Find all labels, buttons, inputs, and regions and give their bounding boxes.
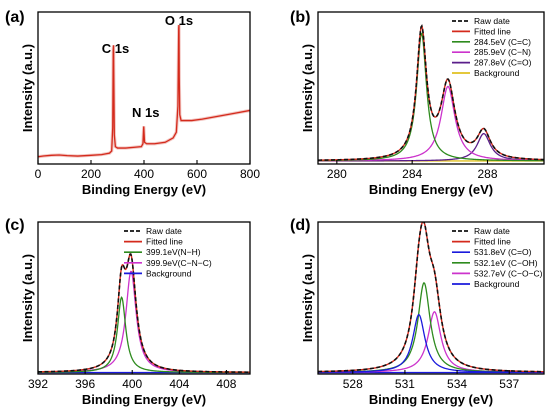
legend-label: Background	[474, 68, 520, 78]
x-axis-title: Binding Energy (eV)	[82, 182, 206, 197]
legend-label: Raw date	[474, 16, 510, 26]
x-axis-title: Binding Energy (eV)	[369, 182, 493, 197]
x-axis-title: Binding Energy (eV)	[82, 392, 206, 407]
legend-label: 532.1eV (C−OH)	[474, 258, 538, 268]
legend-label: Fitted line	[474, 26, 511, 36]
legend-label: 287.8eV (C=O)	[474, 58, 532, 68]
legend-label: Fitted line	[474, 237, 511, 247]
legend-label: 284.5eV (C=C)	[474, 37, 531, 47]
y-axis-title: Intensity (a.u.)	[20, 44, 35, 132]
plot-frame	[37, 221, 251, 375]
legend-label: Background	[474, 279, 520, 289]
legend-label: 285.9eV (C−N)	[474, 47, 531, 57]
peak-annotation: O 1s	[165, 13, 193, 28]
series-group	[38, 24, 250, 159]
panel-label: (a)	[5, 9, 25, 26]
legend-label: Raw date	[146, 226, 182, 236]
x-tick-label: 528	[343, 377, 363, 391]
legend-label: Background	[146, 268, 192, 278]
x-tick-label: 288	[477, 167, 497, 181]
series-line-3	[318, 281, 544, 373]
legend-label: Raw date	[474, 226, 510, 236]
series-line-0	[38, 24, 250, 158]
x-tick-label: 280	[327, 167, 347, 181]
x-tick-label: 600	[187, 167, 207, 181]
x-tick-label: 392	[28, 377, 48, 391]
x-tick-label: 537	[499, 377, 519, 391]
chart-panel-a: (a) 0 200 400 600 800 Binding Energy (eV) Inten…	[5, 9, 260, 197]
x-tick-label: 200	[81, 167, 101, 181]
series-line-3	[38, 270, 250, 373]
peak-annotation: N 1s	[132, 105, 159, 120]
series-line-2	[38, 296, 250, 374]
peak-annotation: C 1s	[102, 41, 129, 56]
series-line-2	[318, 32, 544, 162]
x-tick-label: 396	[75, 377, 95, 391]
legend-label: 399.1eV(N−H)	[146, 247, 201, 257]
y-axis-title: Intensity (a.u.)	[300, 44, 315, 132]
series-line-0	[38, 253, 250, 373]
y-axis-title: Intensity (a.u.)	[300, 254, 315, 342]
panel-label: (b)	[290, 9, 310, 26]
panel-label: (c)	[5, 217, 25, 234]
legend-label: 399.9eV(C−N−C)	[146, 258, 212, 268]
x-tick-label: 408	[216, 377, 236, 391]
legend-label: 532.7eV (C−O−C)	[474, 268, 543, 278]
legend-label: 531.8eV (C=O)	[474, 247, 532, 257]
y-axis-title: Intensity (a.u.)	[20, 254, 35, 342]
x-tick-label: 400	[122, 377, 142, 391]
x-tick-label: 404	[169, 377, 189, 391]
x-tick-label: 0	[35, 167, 42, 181]
x-tick-label: 284	[402, 167, 422, 181]
series-group	[38, 253, 250, 374]
series-group	[318, 24, 544, 162]
plot-frame	[317, 221, 545, 375]
plot-frame	[317, 11, 545, 165]
series-group	[318, 222, 544, 374]
x-axis-title: Binding Energy (eV)	[369, 392, 493, 407]
x-tick-label: 534	[447, 377, 467, 391]
series-line-0	[318, 24, 544, 161]
x-tick-label: 531	[395, 377, 415, 391]
x-tick-label: 400	[134, 167, 154, 181]
chart-panel-c: (c) 392 396 400 404 408 Binding Energy (eV) Int…	[5, 217, 251, 407]
panel-label: (d)	[290, 217, 310, 234]
series-line-2	[318, 313, 544, 373]
chart-panel-d: (d) 528 531 534 537 Binding Energy (eV) Intens…	[290, 217, 545, 407]
series-line-0	[318, 222, 544, 373]
legend-label: Fitted line	[146, 237, 183, 247]
x-tick-label: 800	[240, 167, 260, 181]
